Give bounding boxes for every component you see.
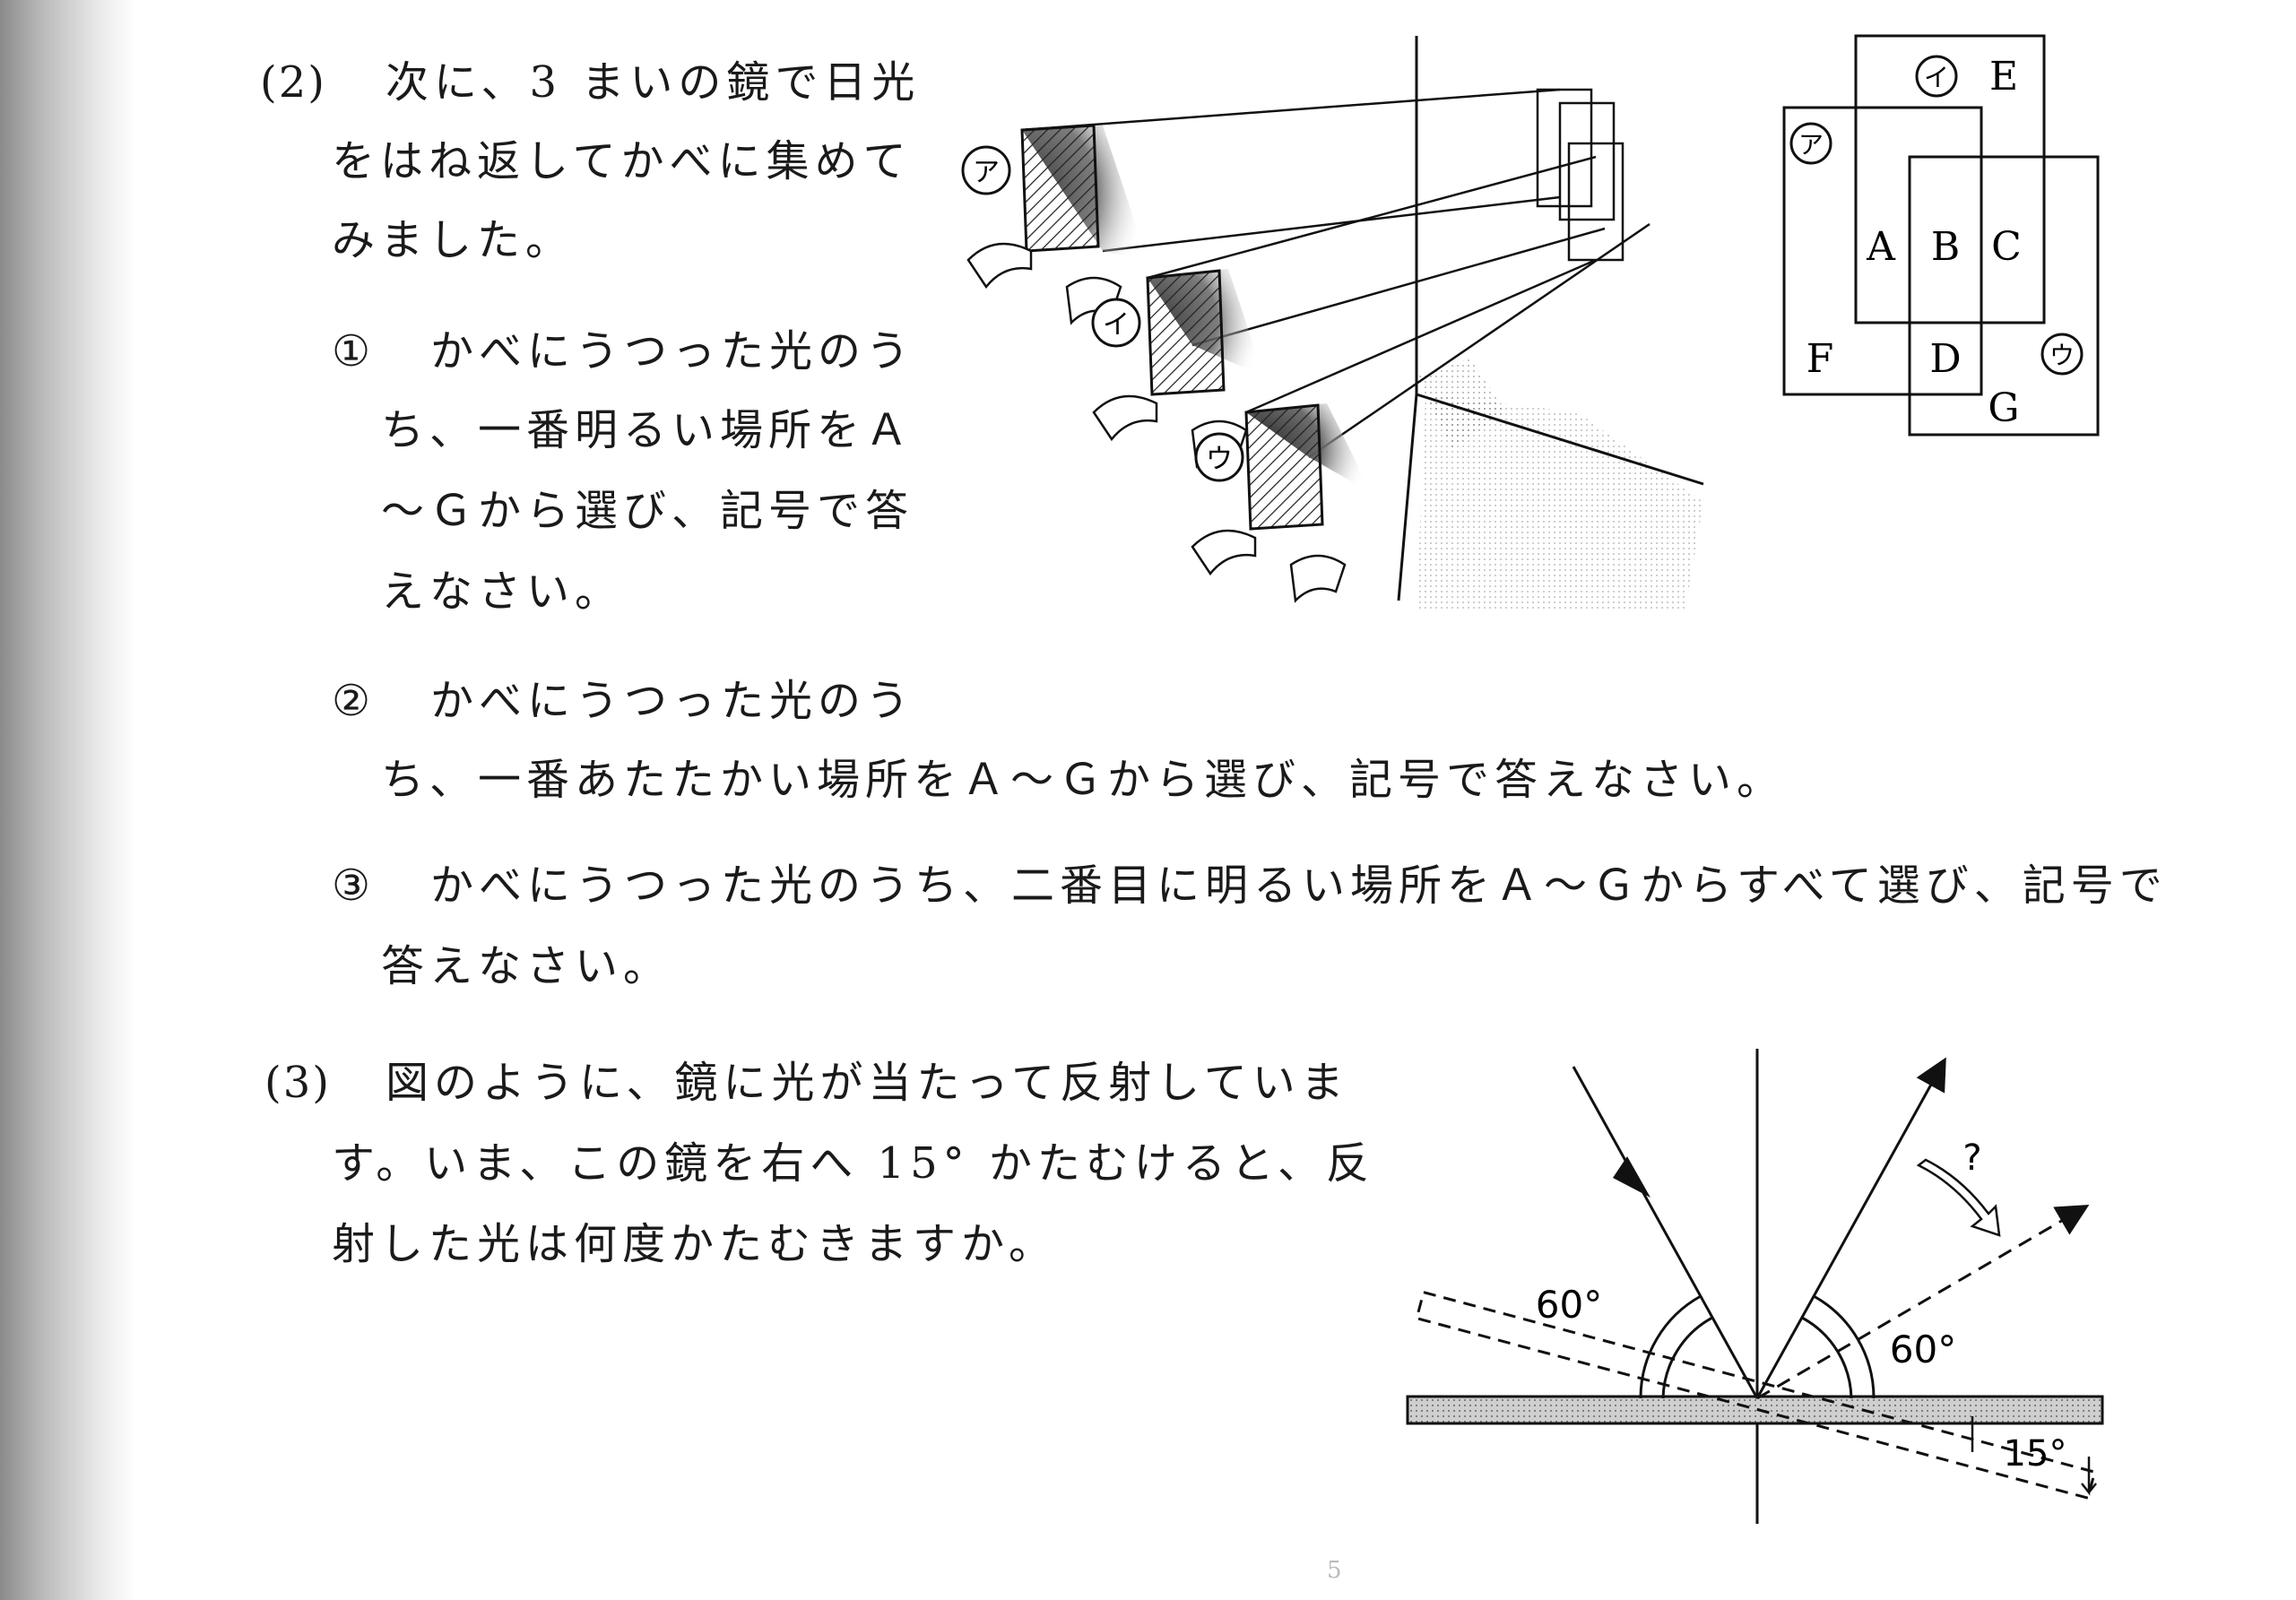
item-2-mark: ②: [332, 676, 377, 726]
region-e: E: [1989, 54, 2018, 99]
item-3-mark: ③: [332, 861, 377, 911]
region-a: A: [1866, 224, 1896, 270]
mirror-label-i: イ: [1103, 309, 1130, 341]
question-3-line-2: す。いま、この鏡を右へ 15° かたむけると、反: [332, 1138, 1374, 1189]
question-3-number: (3): [264, 1058, 331, 1108]
region-g: G: [1988, 385, 2019, 431]
region-f: F: [1806, 336, 1834, 382]
item-1-mark: ①: [332, 326, 377, 376]
item-2-line-2: ち、一番あたたかい場所をＡ～Ｇから選び、記号で答えなさい。: [381, 755, 1786, 805]
region-b: B: [1931, 224, 1960, 270]
item-1-line-1: かべにうつった光のう: [430, 326, 915, 376]
region-d: D: [1929, 336, 1961, 382]
item-2-line-1: かべにうつった光のう: [430, 676, 915, 726]
mirror-label-a: ア: [973, 157, 1000, 188]
question-mark-label: ?: [1962, 1137, 1981, 1179]
question-2-intro-line-1: 次に、3 まいの鏡で日光: [386, 57, 921, 108]
angle-left-label: 60°: [1536, 1283, 1602, 1327]
item-3-line-2: 答えなさい。: [381, 941, 672, 991]
region-mark-u: ウ: [2049, 341, 2075, 370]
region-c: C: [1991, 224, 2022, 270]
angle-right-label: 60°: [1890, 1328, 1956, 1371]
question-3-line-3: 射した光は何度かたむきますか。: [332, 1219, 1058, 1269]
item-1-line-2: ち、一番明るい場所をＡ: [381, 405, 914, 455]
tilt-angle-label: 15°: [2004, 1433, 2067, 1475]
question-3-line-1: 図のように、鏡に光が当たって反射していま: [386, 1058, 1349, 1108]
reflection-angle-diagram: 60° 60° 15° ?: [1406, 1049, 2104, 1524]
mirror-label-u: ウ: [1206, 444, 1233, 475]
page-number: 5: [1327, 1557, 1347, 1584]
item-1-line-4: えなさい。: [381, 566, 624, 617]
question-2-intro-line-2: をはね返してかべに集めて: [332, 136, 912, 186]
region-mark-a: ア: [1798, 130, 1824, 160]
question-2-intro-line-3: みました。: [332, 215, 575, 265]
mirror-reflection-illustration: ア イ ウ: [961, 36, 1704, 610]
region-mark-i: イ: [1924, 63, 1949, 92]
question-2-number: (2): [260, 57, 326, 108]
book-binding-shadow: [0, 0, 134, 1600]
item-1-line-3: ～Ｇから選び、記号で答: [381, 486, 914, 536]
overlap-regions-diagram: イ ア ウ E A B C F D G: [1782, 34, 2100, 437]
item-3-line-1: かべにうつった光のうち、二番目に明るい場所をＡ～Ｇからすべて選び、記号で: [430, 861, 2168, 911]
